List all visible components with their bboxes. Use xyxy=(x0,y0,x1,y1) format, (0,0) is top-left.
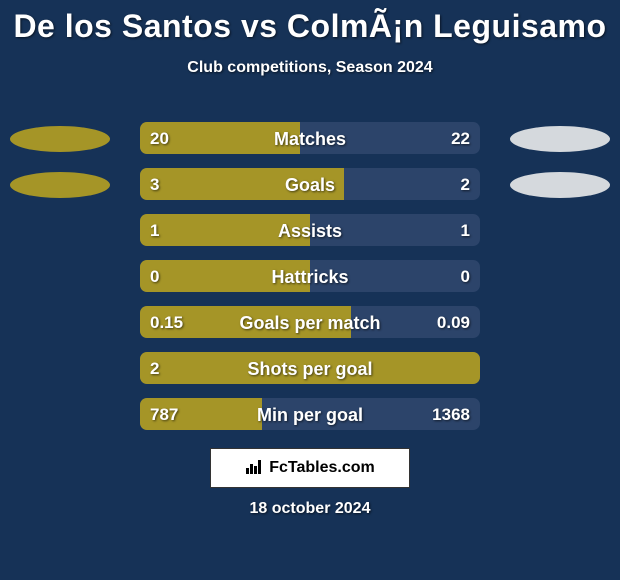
stat-bar: 3Goals2 xyxy=(140,168,480,200)
stat-row: 3Goals2 xyxy=(0,166,620,212)
stat-value-right: 0.09 xyxy=(437,313,470,333)
stat-value-right: 2 xyxy=(461,175,470,195)
stat-bar: 1Assists1 xyxy=(140,214,480,246)
stat-bar: 0Hattricks0 xyxy=(140,260,480,292)
chart-icon xyxy=(245,457,263,480)
stat-bar: 787Min per goal1368 xyxy=(140,398,480,430)
stat-row: 0Hattricks0 xyxy=(0,258,620,304)
stat-label: Assists xyxy=(140,221,480,242)
page-title: De los Santos vs ColmÃ¡n Leguisamo xyxy=(0,0,620,45)
player-right-marker xyxy=(510,172,610,198)
stat-row: 0.15Goals per match0.09 xyxy=(0,304,620,350)
stat-bar: 0.15Goals per match0.09 xyxy=(140,306,480,338)
comparison-card: De los Santos vs ColmÃ¡n Leguisamo Club … xyxy=(0,0,620,580)
player-left-marker xyxy=(10,126,110,152)
footer-date: 18 october 2024 xyxy=(0,500,620,518)
stat-label: Goals per match xyxy=(140,313,480,334)
stats-area: 20Matches223Goals21Assists10Hattricks00.… xyxy=(0,120,620,442)
stat-label: Hattricks xyxy=(140,267,480,288)
stat-bar: 2Shots per goal xyxy=(140,352,480,384)
subtitle: Club competitions, Season 2024 xyxy=(0,59,620,77)
stat-row: 2Shots per goal xyxy=(0,350,620,396)
stat-value-right: 0 xyxy=(461,267,470,287)
brand-text: FcTables.com xyxy=(269,459,375,477)
stat-row: 1Assists1 xyxy=(0,212,620,258)
stat-label: Goals xyxy=(140,175,480,196)
stat-label: Min per goal xyxy=(140,405,480,426)
stat-row: 20Matches22 xyxy=(0,120,620,166)
stat-value-right: 1 xyxy=(461,221,470,241)
stat-label: Shots per goal xyxy=(140,359,480,380)
stat-label: Matches xyxy=(140,129,480,150)
brand-badge[interactable]: FcTables.com xyxy=(210,448,410,488)
stat-bar: 20Matches22 xyxy=(140,122,480,154)
stat-row: 787Min per goal1368 xyxy=(0,396,620,442)
stat-value-right: 1368 xyxy=(432,405,470,425)
player-left-marker xyxy=(10,172,110,198)
player-right-marker xyxy=(510,126,610,152)
stat-value-right: 22 xyxy=(451,129,470,149)
